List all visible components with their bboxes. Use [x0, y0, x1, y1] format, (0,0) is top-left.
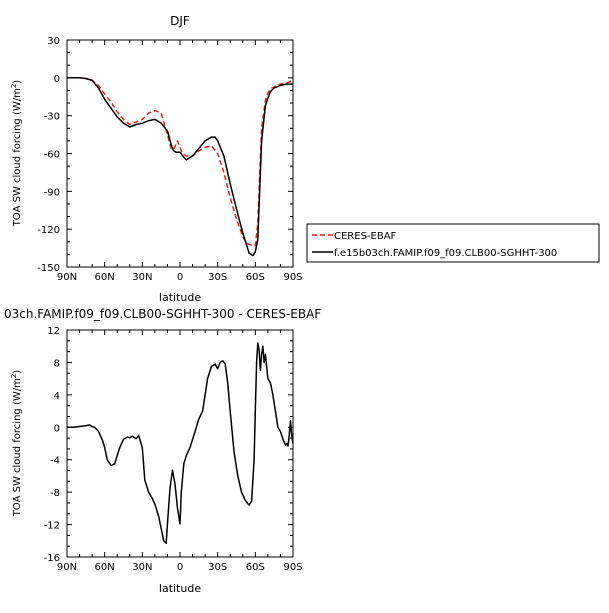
top-lines: [67, 77, 294, 257]
top-ytick-label: 0: [54, 74, 60, 85]
bottom-ytick-label: -12: [44, 521, 60, 532]
bottom-ticks: 90N 60N 30N 0 30S 60S 90S 12 8 4 0 -4 -8 -12 -16: [44, 326, 303, 573]
top-xtick-label: 0: [177, 272, 183, 283]
top-ytick-label: -60: [44, 150, 60, 161]
bottom-xtick-label: 30N: [132, 562, 152, 573]
bottom-ytick-label: 12: [47, 326, 60, 337]
top-xtick-label: 90S: [283, 272, 302, 283]
top-ytick-label: -150: [37, 263, 60, 274]
bottom-title: 03ch.FAMIP.f09_f09.CLB00-SGHHT-300 - CER…: [4, 307, 321, 321]
top-xtick-label: 30S: [208, 272, 227, 283]
bottom-ytick-label: -8: [50, 488, 60, 499]
top-xtick-label: 90N: [57, 272, 77, 283]
top-ytick-label: 30: [47, 36, 60, 47]
top-panel: DJF 90N 60N 30N 0 30S 60S 90S 30 0 -30 -60 -90 -120 -…: [10, 14, 303, 304]
top-ytick-label: -120: [37, 225, 60, 236]
top-xlabel: latitude: [159, 291, 201, 304]
bottom-xtick-label: 60S: [246, 562, 265, 573]
top-ytick-label: -90: [44, 187, 60, 198]
bottom-xtick-label: 60N: [95, 562, 115, 573]
bottom-series-line-0: [67, 342, 294, 544]
top-plot-frame: [66, 39, 294, 268]
legend-label-model: f.e15b03ch.FAMIP.f09_f09.CLB00-SGHHT-300: [334, 248, 557, 259]
bottom-ytick-label: 4: [54, 391, 60, 402]
bottom-ytick-label: 8: [54, 358, 60, 369]
bottom-xtick-label: 30S: [208, 562, 227, 573]
bottom-ytick-label: -4: [50, 456, 60, 467]
bottom-xlabel: latitude: [159, 582, 201, 595]
bottom-xtick-label: 0: [177, 562, 183, 573]
bottom-ytick-label: 0: [54, 423, 60, 434]
top-series-line-0: [67, 77, 294, 247]
top-xtick-label: 30N: [132, 272, 152, 283]
bottom-lines: [67, 342, 294, 544]
top-title: DJF: [170, 14, 190, 28]
top-ytick-label: -30: [44, 112, 60, 123]
legend-box: [306, 223, 600, 263]
legend-label-ceres: CERES-EBAF: [334, 231, 397, 242]
top-ticks: 90N 60N 30N 0 30S 60S 90S 30 0 -30 -60 -90 -120 -150: [37, 36, 302, 283]
legend: CERES-EBAF f.e15b03ch.FAMIP.f09_f09.CLB0…: [306, 223, 600, 263]
top-series-line-1: [67, 77, 293, 257]
bottom-panel: 03ch.FAMIP.f09_f09.CLB00-SGHHT-300 - CER…: [4, 307, 321, 595]
top-xtick-label: 60S: [246, 272, 265, 283]
bottom-xtick-label: 90S: [283, 562, 302, 573]
bottom-ytick-label: -16: [44, 553, 60, 564]
bottom-ylabel: TOA SW cloud forcing (W/m2): [10, 370, 23, 518]
bottom-xtick-label: 90N: [57, 562, 77, 573]
top-xtick-label: 60N: [95, 272, 115, 283]
top-ylabel: TOA SW cloud forcing (W/m2): [10, 80, 23, 228]
